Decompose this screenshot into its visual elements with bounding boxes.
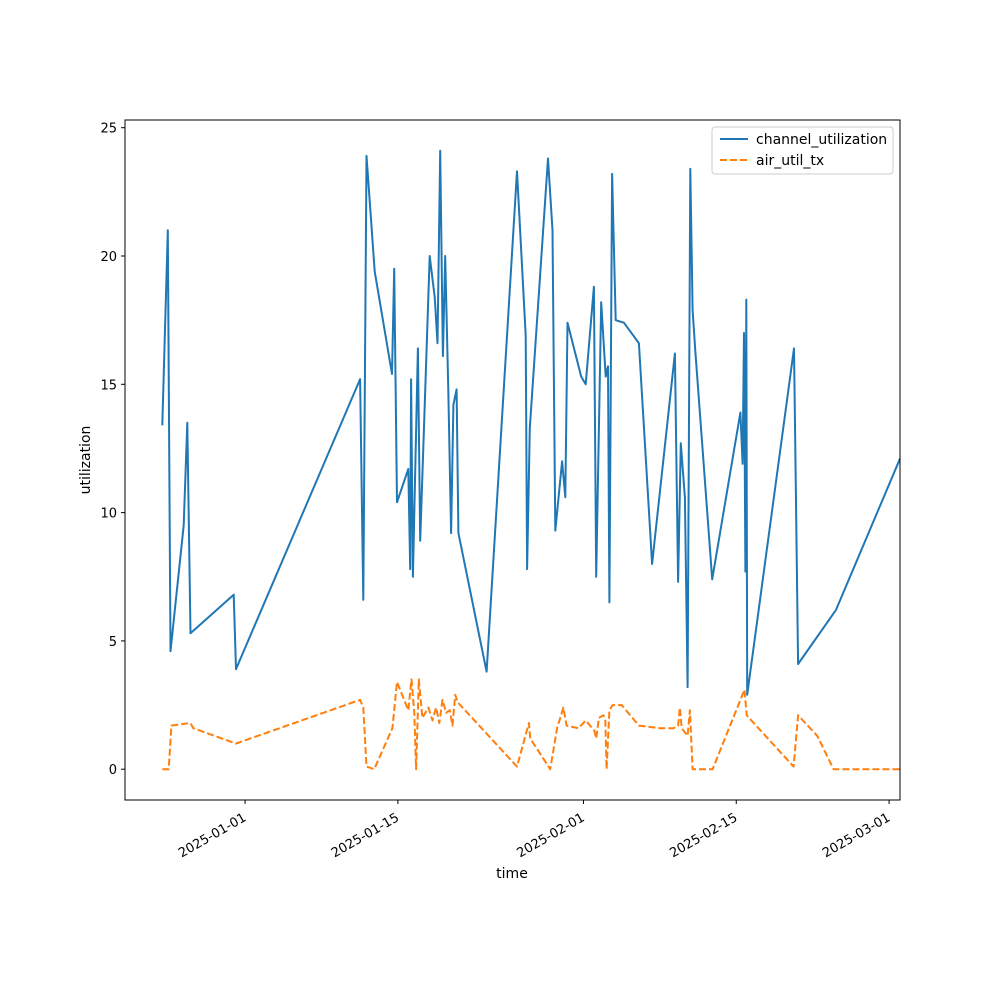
y-tick-label: 15 [100, 378, 117, 393]
x-axis-label: time [496, 866, 528, 882]
series-line-air-util-tx [162, 678, 900, 771]
legend: channel_utilization air_util_tx [711, 126, 894, 175]
legend-label-air-util-tx: air_util_tx [756, 153, 824, 169]
plot-frame [124, 119, 901, 801]
y-tick-label: 10 [100, 507, 117, 522]
y-tick-label: 0 [109, 763, 117, 778]
legend-box [711, 126, 894, 175]
y-tick-label: 20 [100, 250, 117, 265]
y-axis: 0 5 10 15 20 25 [100, 122, 125, 778]
series-line-channel-utilization [161, 149, 901, 696]
y-tick-label: 5 [109, 635, 117, 650]
y-axis-label: utilization [78, 426, 94, 495]
x-tick-label: 2025-01-01 [176, 810, 249, 861]
x-tick-label: 2025-03-01 [820, 810, 893, 861]
x-tick-label: 2025-02-15 [667, 810, 740, 861]
x-axis: 2025-01-01 2025-01-15 2025-02-01 2025-02-15… [176, 800, 893, 861]
x-tick-label: 2025-02-01 [515, 810, 588, 861]
series-lines-layer [161, 149, 901, 771]
x-tick-label: 2025-01-15 [329, 810, 402, 861]
y-tick-label: 25 [100, 122, 117, 137]
legend-label-channel-utilization: channel_utilization [756, 132, 887, 148]
